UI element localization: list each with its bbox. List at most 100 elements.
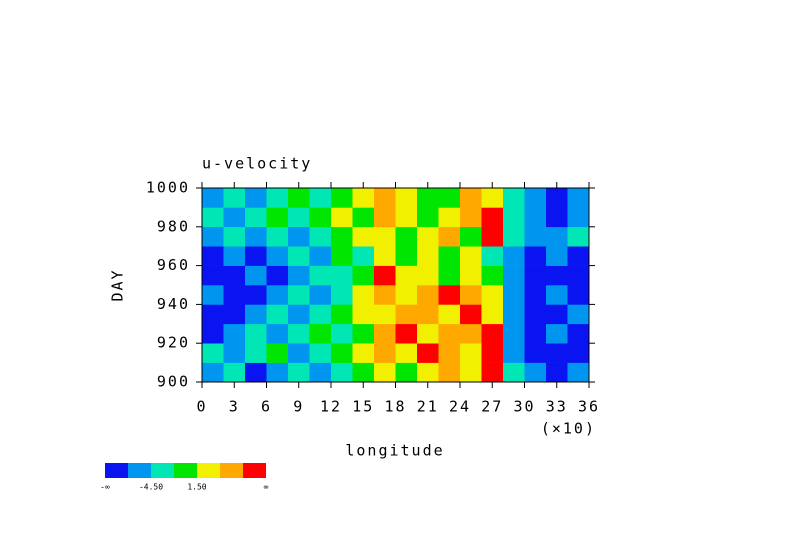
- heat-cell: [374, 265, 396, 286]
- heat-cell: [266, 323, 289, 344]
- colorbar-swatch: [197, 463, 220, 478]
- heat-cell: [288, 207, 310, 228]
- heat-cell: [374, 246, 396, 266]
- colorbar-label: -4.50: [139, 483, 163, 492]
- heat-cell: [460, 323, 482, 344]
- x-tick-label: 33: [546, 398, 568, 416]
- heat-cell: [460, 285, 482, 305]
- heat-cell: [460, 343, 482, 363]
- x-tick-label: 30: [513, 398, 535, 416]
- colorbar-swatch: [105, 463, 128, 478]
- heat-cell: [546, 246, 568, 266]
- x-tick-label: 18: [384, 398, 406, 416]
- heat-cell: [481, 265, 504, 286]
- heat-cell: [352, 323, 375, 344]
- heat-cell: [546, 188, 568, 208]
- heat-cell: [245, 188, 267, 208]
- heat-cell: [481, 362, 504, 383]
- heat-cell: [438, 207, 461, 228]
- heat-cell: [202, 323, 224, 344]
- heat-cell: [546, 304, 568, 325]
- heat-cell: [374, 207, 396, 228]
- x-tick-label: 24: [449, 398, 471, 416]
- heat-cell: [524, 188, 547, 208]
- heat-cell: [331, 188, 353, 208]
- heat-cell: [245, 362, 267, 383]
- colorbar-swatch: [128, 463, 151, 478]
- heat-cell: [202, 188, 224, 208]
- heat-cell: [331, 304, 353, 325]
- heat-cell: [288, 246, 310, 266]
- heat-cell: [202, 207, 224, 228]
- heat-cell: [352, 343, 375, 363]
- heat-cell: [245, 343, 267, 363]
- heat-cell: [309, 323, 332, 344]
- heat-cell: [309, 188, 332, 208]
- heat-cell: [309, 246, 332, 266]
- heat-cell: [503, 226, 525, 247]
- heat-cell: [331, 343, 353, 363]
- heat-cell: [331, 265, 353, 286]
- heat-cell: [567, 343, 590, 363]
- colorbar-swatch: [174, 463, 197, 478]
- x-tick-label: 36: [578, 398, 600, 416]
- heat-cell: [331, 285, 353, 305]
- heat-cell: [395, 304, 418, 325]
- heat-cell: [567, 207, 590, 228]
- heat-cell: [524, 226, 547, 247]
- heat-cell: [395, 323, 418, 344]
- heat-cell: [309, 304, 332, 325]
- heat-cell: [395, 226, 418, 247]
- heat-cell: [460, 304, 482, 325]
- heat-cell: [266, 246, 289, 266]
- heat-cell: [395, 207, 418, 228]
- heat-cell: [438, 188, 461, 208]
- heat-cell: [266, 285, 289, 305]
- colorbar-swatch: [220, 463, 243, 478]
- heat-cell: [438, 304, 461, 325]
- heat-cell: [202, 304, 224, 325]
- heat-cell: [567, 265, 590, 286]
- x-tick-label: 0: [196, 398, 207, 416]
- heat-cell: [524, 265, 547, 286]
- heat-cell: [266, 265, 289, 286]
- colorbar-swatch: [151, 463, 174, 478]
- heat-cell: [202, 285, 224, 305]
- heat-cell: [524, 246, 547, 266]
- heat-cell: [524, 285, 547, 305]
- heat-cell: [460, 207, 482, 228]
- heat-cell: [288, 188, 310, 208]
- heat-cell: [245, 207, 267, 228]
- x-tick-label: 21: [417, 398, 439, 416]
- heat-cell: [546, 226, 568, 247]
- heat-cell: [245, 304, 267, 325]
- heat-cell: [223, 343, 246, 363]
- heat-cell: [374, 188, 396, 208]
- heat-cell: [288, 285, 310, 305]
- y-tick-label: 920: [157, 334, 190, 352]
- heat-cell: [395, 188, 418, 208]
- x-tick-label: 15: [352, 398, 374, 416]
- heat-cell: [460, 362, 482, 383]
- heat-cell: [374, 226, 396, 247]
- heat-cell: [546, 323, 568, 344]
- heat-cell: [352, 207, 375, 228]
- y-tick-label: 940: [157, 295, 190, 313]
- heat-cell: [202, 226, 224, 247]
- heat-cell: [417, 207, 439, 228]
- heat-cell: [524, 323, 547, 344]
- x-multiplier: (×10): [541, 420, 596, 438]
- x-tick-label: 3: [229, 398, 240, 416]
- heat-cell: [524, 304, 547, 325]
- heat-cell: [460, 265, 482, 286]
- heat-cell: [309, 207, 332, 228]
- heat-cell: [417, 343, 439, 363]
- heat-cell: [374, 362, 396, 383]
- heat-cell: [417, 265, 439, 286]
- heat-cell: [352, 304, 375, 325]
- heat-cell: [417, 285, 439, 305]
- heat-cell: [223, 285, 246, 305]
- heat-cell: [438, 265, 461, 286]
- heat-cell: [223, 188, 246, 208]
